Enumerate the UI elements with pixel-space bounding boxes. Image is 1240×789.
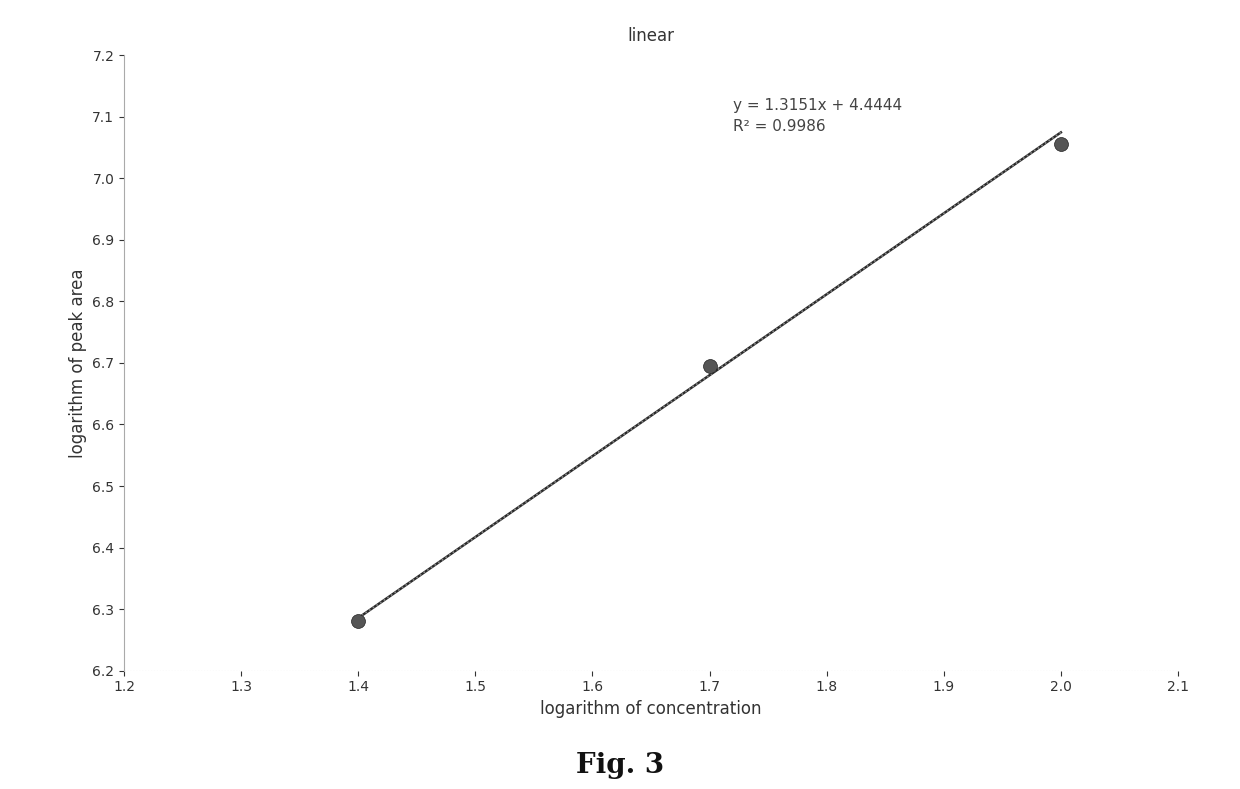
Point xyxy=(699,360,719,372)
X-axis label: logarithm of concentration: logarithm of concentration xyxy=(541,700,761,718)
Title: linear: linear xyxy=(627,28,675,45)
Text: y = 1.3151x + 4.4444
R² = 0.9986: y = 1.3151x + 4.4444 R² = 0.9986 xyxy=(733,99,903,134)
Point xyxy=(348,615,368,628)
Y-axis label: logarithm of peak area: logarithm of peak area xyxy=(68,268,87,458)
Point xyxy=(1052,138,1071,151)
Text: Fig. 3: Fig. 3 xyxy=(575,752,665,780)
